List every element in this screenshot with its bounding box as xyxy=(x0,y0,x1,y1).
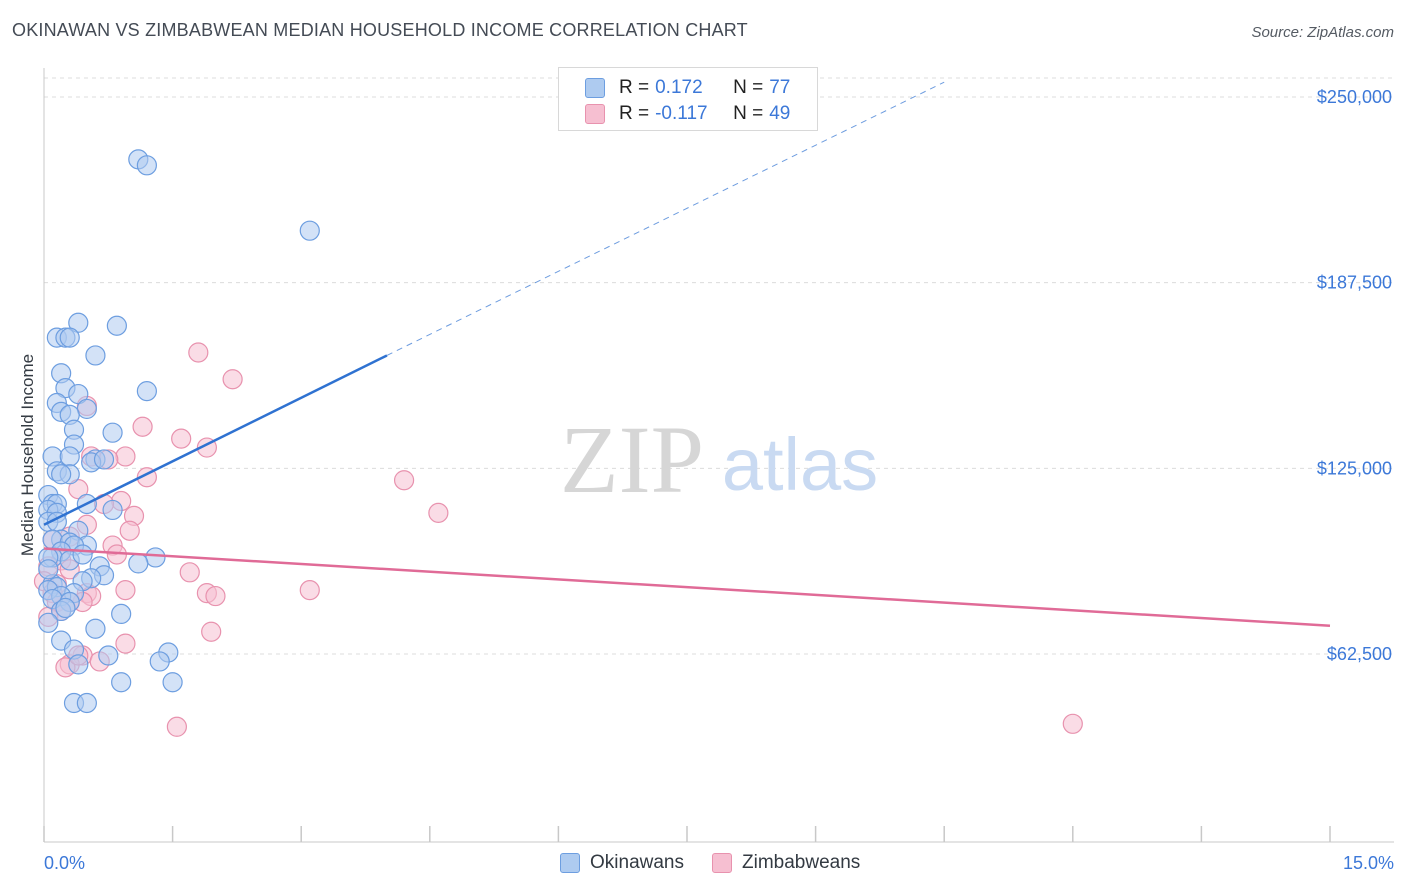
zimbabwean-point xyxy=(115,633,136,654)
okinawan-point xyxy=(85,345,106,366)
trend-lines xyxy=(43,81,1331,628)
zimbabwean-point xyxy=(188,342,209,363)
okinawan-point xyxy=(72,544,93,565)
okinawan-point xyxy=(59,446,80,467)
zimbabwean-point xyxy=(299,580,320,601)
okinawan-point xyxy=(68,312,89,333)
okinawan-point xyxy=(136,155,157,176)
okinawan-point xyxy=(76,692,97,714)
legend-label-okinawans: Okinawans xyxy=(590,852,684,873)
y-tick-label: $62,500 xyxy=(1327,644,1392,664)
zimbabwean-point xyxy=(132,416,153,437)
okinawan-point xyxy=(145,547,166,568)
zimbabweans-points xyxy=(33,342,1083,737)
watermark-zip: ZIP xyxy=(560,406,704,513)
y-tick-label: $187,500 xyxy=(1317,273,1392,293)
zimbabwean-point xyxy=(205,585,226,607)
okinawan-point xyxy=(128,553,149,574)
legend-r-value: -0.117 xyxy=(655,103,708,124)
zimbabwean-point xyxy=(119,520,140,541)
zimbabwean-point xyxy=(428,502,449,523)
okinawan-point xyxy=(85,618,106,639)
zimbabwean-point xyxy=(201,621,222,642)
legend-row-okinawans: R = 0.172 N = 77 xyxy=(585,75,790,101)
legend-n-value: 49 xyxy=(769,103,791,124)
okinawan-point xyxy=(55,597,76,619)
zimbabwean-point xyxy=(222,369,243,390)
legend-row-zimbabweans: R = -0.117 N = 49 xyxy=(585,101,790,127)
zimbabwean-point xyxy=(393,470,415,491)
zimbabwean-point xyxy=(166,716,187,737)
x-tick-label-min: 0.0% xyxy=(44,853,85,873)
grid-lines xyxy=(44,77,1394,655)
okinawan-point xyxy=(51,464,72,485)
okinawan-point xyxy=(102,422,123,443)
legend-n-label: N = xyxy=(733,103,764,124)
okinawan-point xyxy=(38,559,59,580)
okinawan-point xyxy=(299,220,320,241)
okinawan-point xyxy=(111,603,132,624)
legend-swatch-blue xyxy=(585,78,605,98)
legend-swatch-pink xyxy=(585,104,605,124)
tick-labels: $62,500 $125,000 $187,500 $250,000 0.0% 15.0% xyxy=(44,87,1394,873)
okinawan-point xyxy=(59,327,80,348)
legend-swatch-pink xyxy=(712,853,732,873)
zimbabwean-point xyxy=(171,428,192,449)
legend-r-label: R = xyxy=(619,77,650,98)
stats-legend: R = 0.172 N = 77 R = -0.117 N = 49 xyxy=(558,67,818,131)
legend-r-value: 0.172 xyxy=(655,77,703,98)
zimbabwean-point xyxy=(115,446,136,467)
okinawan-point xyxy=(162,672,183,693)
y-tick-label: $125,000 xyxy=(1317,458,1392,478)
okinawan-point xyxy=(68,654,89,675)
source-credit: Source: ZipAtlas.com xyxy=(1251,24,1394,41)
legend-n-value: 77 xyxy=(769,77,791,98)
okinawans-trend-extension xyxy=(386,81,945,356)
legend-n-label: N = xyxy=(733,77,764,98)
okinawans-trend-line xyxy=(43,354,388,526)
okinawan-point xyxy=(98,645,119,666)
okinawan-point xyxy=(38,612,59,633)
okinawan-point xyxy=(111,672,132,693)
okinawan-point xyxy=(68,383,89,405)
x-tick-label-max: 15.0% xyxy=(1343,853,1394,873)
zimbabwean-point xyxy=(1062,713,1083,734)
legend-item-zimbabweans[interactable]: Zimbabweans xyxy=(712,852,860,874)
okinawan-point xyxy=(93,449,115,470)
okinawan-point xyxy=(102,499,123,521)
series-legend: Okinawans Zimbabweans xyxy=(560,852,888,874)
legend-item-okinawans[interactable]: Okinawans xyxy=(560,852,684,874)
okinawan-point xyxy=(106,315,127,336)
legend-r-label: R = xyxy=(619,103,650,124)
okinawan-point xyxy=(149,651,170,672)
okinawan-point xyxy=(76,398,97,420)
watermark-atlas: atlas xyxy=(722,423,878,506)
chart-title: OKINAWAN VS ZIMBABWEAN MEDIAN HOUSEHOLD … xyxy=(12,20,748,40)
axes xyxy=(43,68,1394,843)
watermark: ZIP atlas xyxy=(560,406,878,513)
zimbabwean-point xyxy=(179,562,200,583)
legend-label-zimbabweans: Zimbabweans xyxy=(742,852,861,873)
zimbabwean-point xyxy=(68,479,89,500)
legend-swatch-blue xyxy=(560,853,580,873)
zimbabwean-point xyxy=(115,580,136,601)
okinawan-point xyxy=(136,380,157,402)
zimbabweans-trend-line xyxy=(43,547,1331,628)
y-tick-label: $250,000 xyxy=(1317,87,1392,107)
